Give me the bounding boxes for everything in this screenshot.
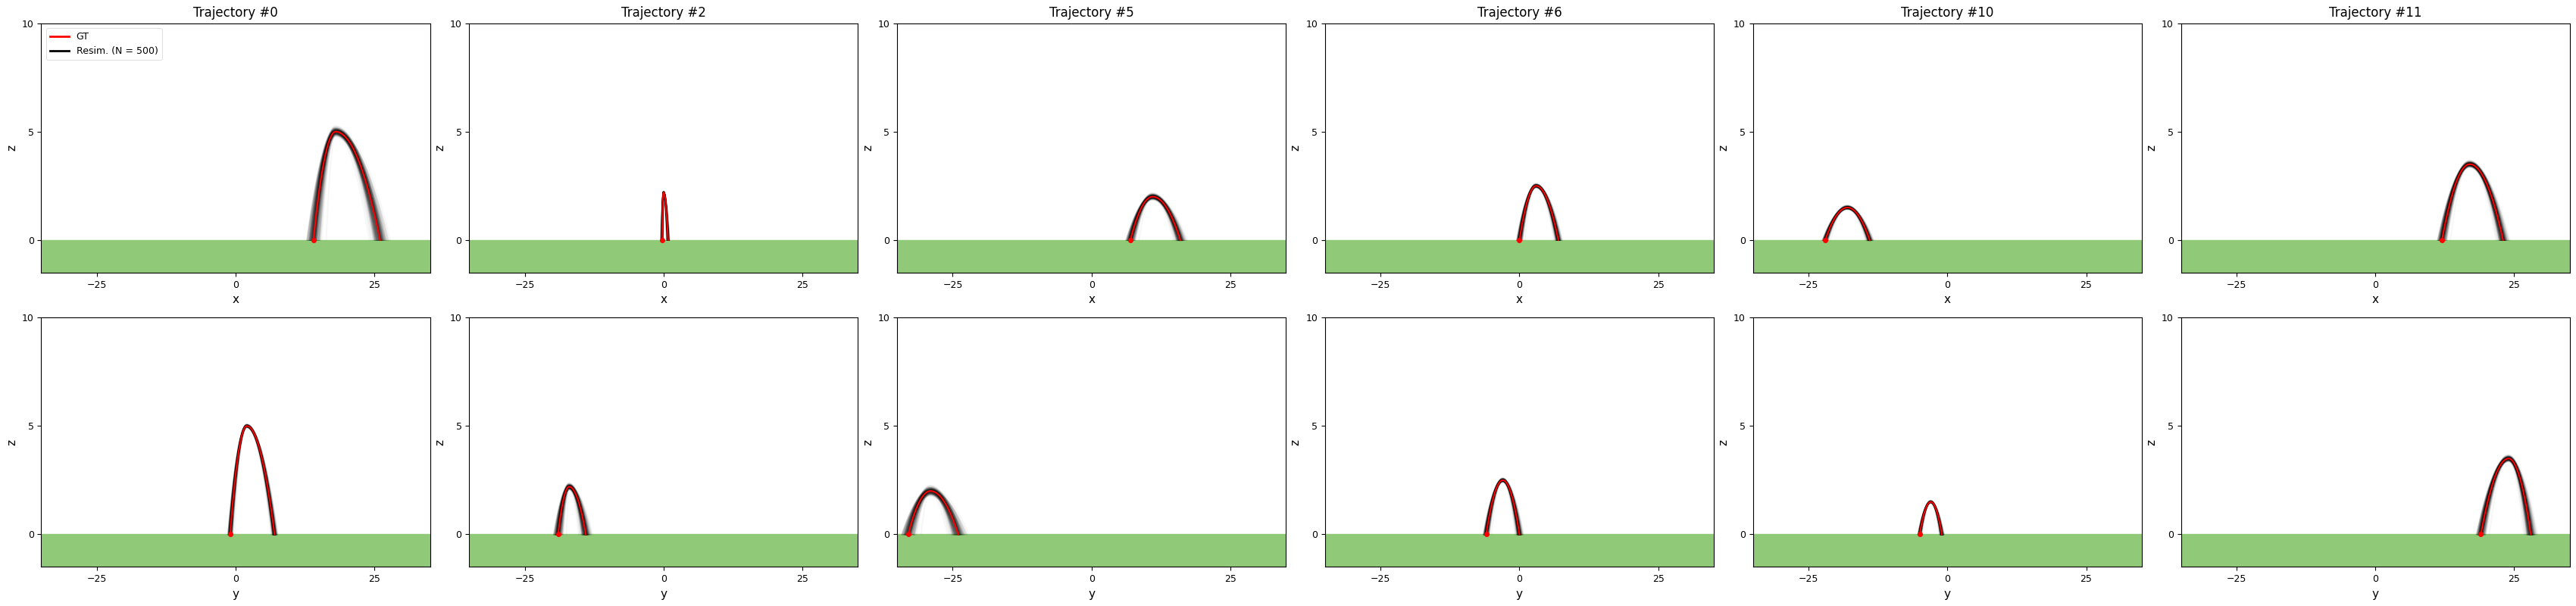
Title: Trajectory #0: Trajectory #0 <box>193 6 278 20</box>
Bar <box>2182 534 2571 567</box>
Y-axis label: z: z <box>435 439 446 445</box>
X-axis label: y: y <box>232 588 240 600</box>
Y-axis label: z: z <box>1718 145 1728 151</box>
Y-axis label: z: z <box>863 439 873 445</box>
Bar <box>2182 240 2571 273</box>
X-axis label: y: y <box>1517 588 1522 600</box>
X-axis label: x: x <box>659 294 667 305</box>
X-axis label: x: x <box>1517 294 1522 305</box>
Y-axis label: z: z <box>435 145 446 151</box>
X-axis label: y: y <box>1945 588 1950 600</box>
Bar <box>896 534 1285 567</box>
Title: Trajectory #2: Trajectory #2 <box>621 6 706 20</box>
Y-axis label: z: z <box>863 145 873 151</box>
Title: Trajectory #10: Trajectory #10 <box>1901 6 1994 20</box>
X-axis label: y: y <box>659 588 667 600</box>
Y-axis label: z: z <box>5 145 18 151</box>
X-axis label: x: x <box>1945 294 1950 305</box>
Bar <box>41 240 430 273</box>
X-axis label: x: x <box>1087 294 1095 305</box>
Y-axis label: z: z <box>1718 439 1728 445</box>
Y-axis label: z: z <box>2146 145 2156 151</box>
X-axis label: x: x <box>232 294 240 305</box>
Title: Trajectory #6: Trajectory #6 <box>1476 6 1561 20</box>
Bar <box>1324 240 1713 273</box>
Bar <box>41 534 430 567</box>
Bar <box>1324 534 1713 567</box>
Legend: GT, Resim. (N = 500): GT, Resim. (N = 500) <box>46 28 162 60</box>
Bar <box>469 534 858 567</box>
Y-axis label: z: z <box>1291 439 1301 445</box>
Bar <box>469 240 858 273</box>
Bar <box>1754 240 2141 273</box>
Title: Trajectory #5: Trajectory #5 <box>1048 6 1133 20</box>
Y-axis label: z: z <box>1291 145 1301 151</box>
Y-axis label: z: z <box>2146 439 2156 445</box>
X-axis label: x: x <box>2372 294 2378 305</box>
X-axis label: y: y <box>1087 588 1095 600</box>
Bar <box>896 240 1285 273</box>
X-axis label: y: y <box>2372 588 2378 600</box>
Bar <box>1754 534 2141 567</box>
Title: Trajectory #11: Trajectory #11 <box>2329 6 2421 20</box>
Y-axis label: z: z <box>5 439 18 445</box>
